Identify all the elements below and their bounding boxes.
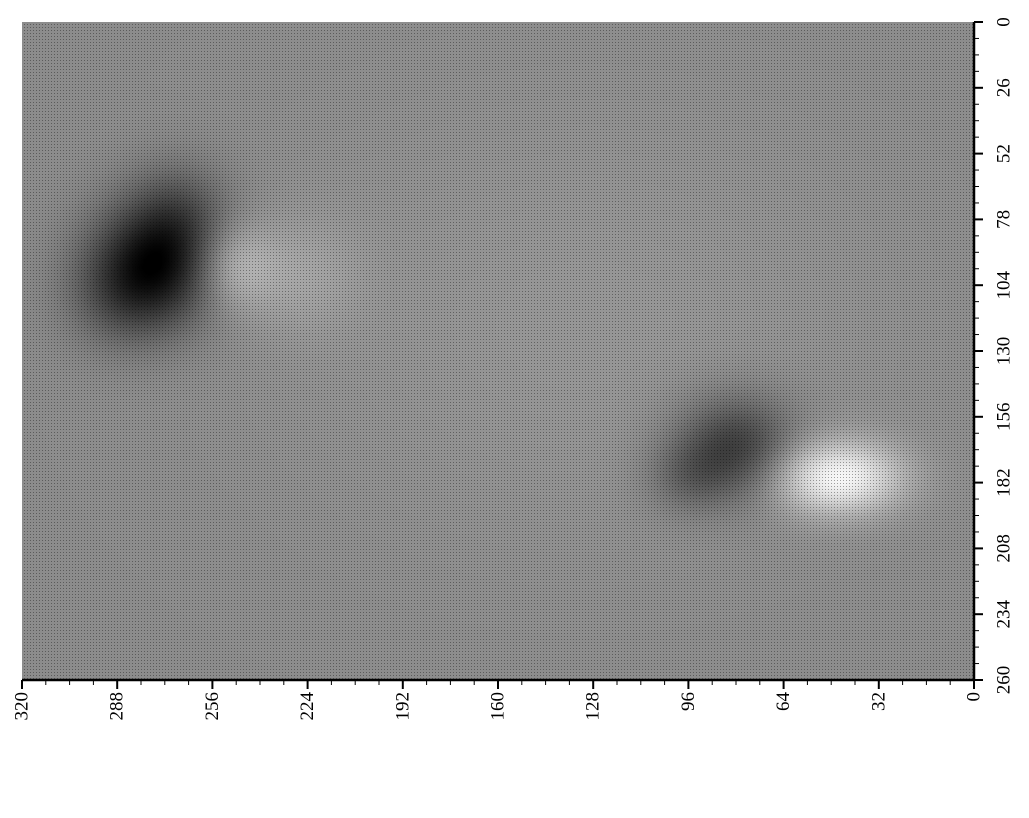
y-tick-label: 234 <box>994 599 1015 628</box>
y-axis: 0 26 52 78 104 130 156 182 208 234 260 <box>972 17 1015 695</box>
y-tick-label: 156 <box>994 403 1015 432</box>
x-tick-label: 192 <box>392 692 413 721</box>
y-tick-label: 130 <box>994 337 1015 366</box>
x-tick-label: 320 <box>12 692 33 721</box>
x-axis: 0 32 64 96 128 160 192 224 256 288 320 <box>12 678 985 721</box>
x-tick-label: 288 <box>107 692 128 721</box>
dither-overlay <box>22 22 974 680</box>
y-tick-label: 208 <box>994 534 1015 563</box>
y-tick-label: 26 <box>994 78 1015 97</box>
y-tick-label: 52 <box>994 144 1015 163</box>
y-tick-label: 182 <box>994 468 1015 497</box>
y-tick-label: 0 <box>994 17 1015 27</box>
x-tick-label: 128 <box>583 692 604 721</box>
x-tick-label: 224 <box>297 692 318 721</box>
y-tick-label: 78 <box>994 210 1015 229</box>
x-tick-label: 64 <box>773 692 794 712</box>
plot-area <box>22 22 974 680</box>
y-tick-label: 104 <box>994 270 1015 299</box>
x-tick-label: 0 <box>964 692 985 702</box>
x-tick-label: 96 <box>678 692 699 711</box>
x-tick-label: 160 <box>488 692 509 721</box>
x-tick-label: 256 <box>202 692 223 721</box>
y-tick-label: 260 <box>994 666 1015 695</box>
x-tick-label: 32 <box>868 692 889 711</box>
